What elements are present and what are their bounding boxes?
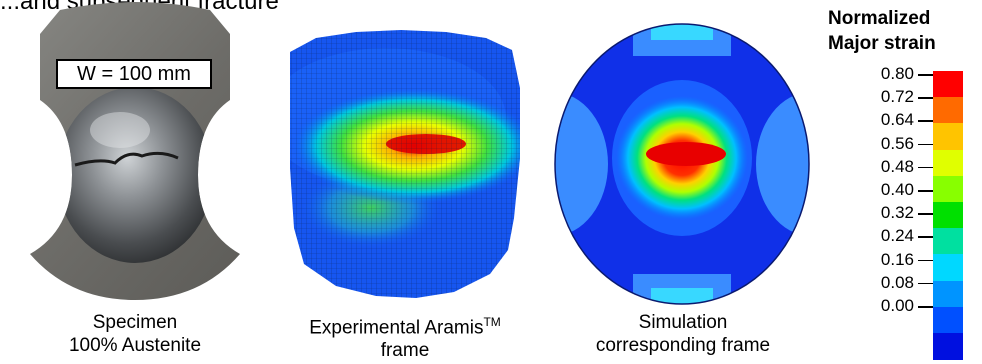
colorbar-tick-label: 0.40 [880,180,914,199]
colorbar-title-line1: Normalized [828,8,931,29]
experimental-strain-map [290,30,520,298]
colorbar-tick-label: 0.56 [880,133,914,153]
colorbar-tick-mark [918,120,933,122]
trademark-superscript: TM [483,315,501,329]
colorbar-title-line2: Major strain [828,33,936,54]
colorbar-tick-mark [918,143,933,146]
specimen-caption-line1: Specimen [92,312,178,333]
experimental-caption: Experimental AramisTM frame [270,311,540,362]
colorbar-segment [933,123,963,151]
colorbar-segment [933,149,963,177]
simulation-caption-line2: corresponding frame [595,335,771,356]
colorbar-tick-label: 0.32 [880,203,914,223]
specimen-caption-line2: 100% Austenite [68,335,202,356]
colorbar-segment [933,306,963,334]
colorbar-segment [933,280,963,308]
colorbar-tick-label: 0.72 [880,87,914,107]
colorbar-tick-label: 0.16 [880,249,914,269]
width-label: W = 100 mm [56,59,212,89]
specimen-photo [30,2,240,300]
colorbar-tick-mark [918,259,933,262]
colorbar-tick-label: 0.08 [880,272,914,292]
colorbar-gradient [933,71,963,360]
colorbar-segment [933,71,963,98]
colorbar-tick-mark [918,282,933,285]
colorbar-tick-mark [918,166,933,169]
colorbar-tick-mark [918,74,933,76]
colorbar-tick-mark [918,306,933,308]
colorbar-tick-label: 0.00 [880,296,914,315]
colorbar-tick-mark [918,213,933,215]
simulation-caption: Simulation corresponding frame [563,311,803,357]
specimen-caption: Specimen 100% Austenite [20,311,250,357]
colorbar-segment [933,254,963,282]
colorbar-segment [933,202,963,229]
colorbar-title: Normalized Major strain [828,6,982,56]
colorbar-tick-label: 0.24 [880,226,914,246]
colorbar-segment [933,175,963,203]
colorbar-tick-mark [918,236,933,238]
simulation-caption-line1: Simulation [638,312,728,333]
colorbar-tick-label: 0.48 [880,156,914,176]
experimental-caption-line1: Experimental AramisTM [270,311,540,339]
experimental-caption-main: Experimental Aramis [309,317,484,339]
colorbar-tick-label: 0.80 [880,64,914,83]
colorbar-tick-mark [918,190,933,192]
colorbar-segment [933,228,963,255]
colorbar-segment [933,97,963,124]
experimental-caption-line2: frame [380,340,430,362]
colorbar-segment [933,333,963,360]
colorbar-tick-label: 0.64 [880,110,914,130]
colorbar-tick-mark [918,97,933,99]
simulation-strain-map [554,23,810,305]
